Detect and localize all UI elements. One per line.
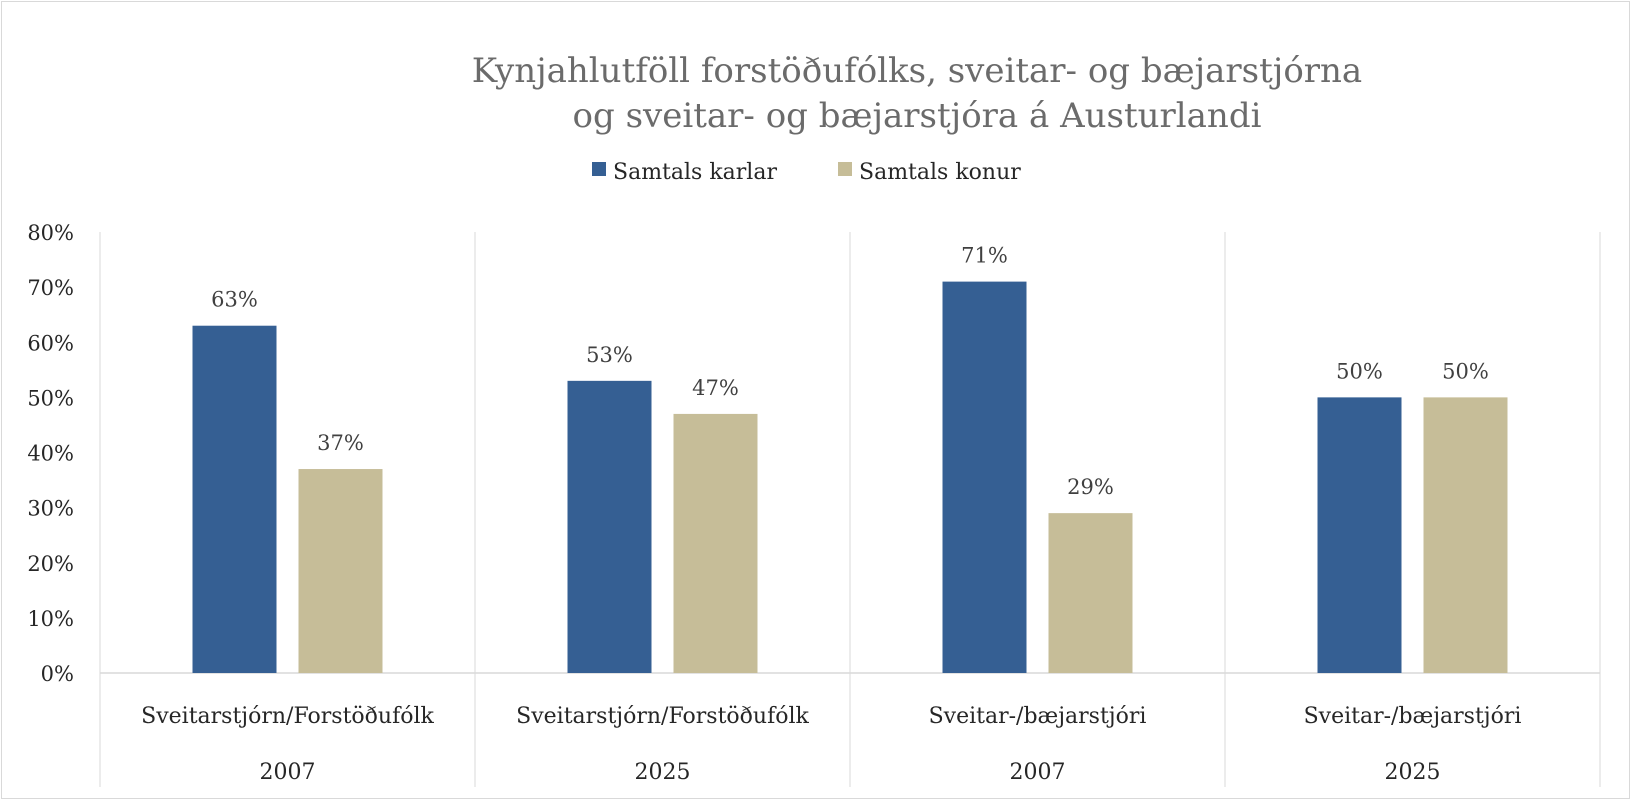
bar-karlar	[1317, 397, 1402, 673]
bar-konur	[298, 469, 383, 673]
data-label: 50%	[1336, 359, 1383, 383]
y-tick-label: 40%	[27, 442, 74, 466]
data-label: 71%	[961, 244, 1008, 268]
year-label: 2007	[1010, 760, 1066, 785]
y-tick-label: 0%	[41, 662, 74, 686]
y-tick-label: 20%	[27, 552, 74, 576]
legend-swatch-samtals-konur	[838, 162, 852, 176]
bar-konur	[1048, 513, 1133, 673]
chart-title-line-1: Kynjahlutföll forstöðufólks, sveitar- og…	[472, 51, 1362, 91]
y-tick-label: 30%	[27, 497, 74, 521]
chart-title: Kynjahlutföll forstöðufólks, sveitar- og…	[472, 51, 1362, 136]
bar-konur	[673, 413, 758, 673]
category-label: Sveitar-/bæjarstjóri	[1304, 704, 1522, 729]
y-tick-label: 50%	[27, 386, 74, 410]
year-label: 2025	[1385, 760, 1441, 785]
bar-karlar	[942, 281, 1027, 673]
year-label: 2007	[260, 760, 316, 785]
data-label: 50%	[1442, 359, 1489, 383]
y-tick-label: 80%	[27, 221, 74, 245]
data-label: 47%	[692, 376, 739, 400]
bar-konur	[1423, 397, 1508, 673]
bar-karlar	[192, 325, 277, 673]
bar-karlar	[567, 380, 652, 673]
category-label: Sveitar-/bæjarstjóri	[929, 704, 1147, 729]
category-label: Sveitarstjórn/Forstöðufólk	[516, 704, 809, 729]
data-label: 29%	[1067, 475, 1114, 499]
y-tick-label: 70%	[27, 276, 74, 300]
year-label: 2025	[635, 760, 691, 785]
category-label: Sveitarstjórn/Forstöðufólk	[141, 704, 434, 729]
plot-area: 0% 10% 20% 30% 40% 50% 60% 70% 80% 63% 37% Sveitars…	[27, 221, 1601, 787]
data-label: 63%	[211, 288, 258, 312]
data-label: 37%	[317, 431, 364, 455]
legend-label-samtals-konur: Samtals konur	[859, 160, 1021, 185]
y-tick-label: 10%	[27, 607, 74, 631]
data-label: 53%	[586, 343, 633, 367]
legend-swatch-samtals-karlar	[592, 162, 606, 176]
chart-title-line-2: og sveitar- og bæjarstjóra á Austurlandi	[573, 96, 1262, 136]
legend-label-samtals-karlar: Samtals karlar	[613, 160, 777, 185]
y-tick-label: 60%	[27, 331, 74, 355]
legend: Samtals karlar Samtals konur	[592, 160, 1021, 185]
